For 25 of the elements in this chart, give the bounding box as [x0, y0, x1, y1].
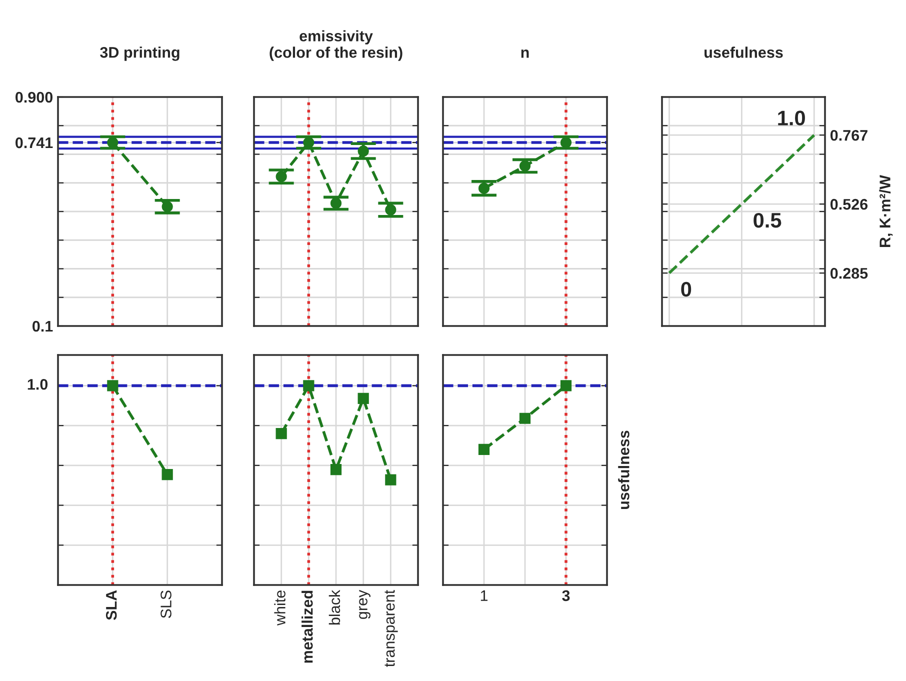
y-tick-label: 0.767 — [830, 130, 868, 141]
x-tick-label: metallized — [302, 590, 313, 663]
x-tick-label: grey — [359, 590, 370, 619]
chart-title: 3D printing — [100, 46, 180, 61]
y-tick-label: 0.526 — [830, 198, 868, 210]
y-tick-label: 0.900 — [16, 92, 53, 103]
x-tick-label: transparent — [384, 590, 398, 667]
chart-title: emissivity (color of the resin) — [270, 30, 402, 61]
x-tick-label: black — [328, 590, 340, 625]
x-tick-label: 1 — [480, 590, 488, 601]
x-tick-label: 3 — [562, 590, 570, 602]
x-tick-label: SLA — [106, 590, 117, 620]
y-tick-label: 0.1 — [32, 320, 53, 332]
y-axis-title: R, K·m²/W — [879, 175, 893, 247]
annotation: 1.0 — [778, 110, 805, 126]
y2-axis-title: usefulness — [618, 430, 630, 509]
y-tick-label: 0.741 — [16, 137, 53, 148]
annotation: 0 — [681, 282, 692, 297]
x-tick-label: white — [274, 590, 286, 626]
y-tick-label: 0.285 — [830, 268, 868, 279]
chart-title: n — [521, 49, 529, 58]
ref-line-label: 1.0 — [28, 378, 48, 390]
chart-title: usefulness — [704, 46, 783, 58]
x-tick-label: SLS — [160, 590, 172, 618]
annotation: 0.5 — [754, 212, 782, 228]
